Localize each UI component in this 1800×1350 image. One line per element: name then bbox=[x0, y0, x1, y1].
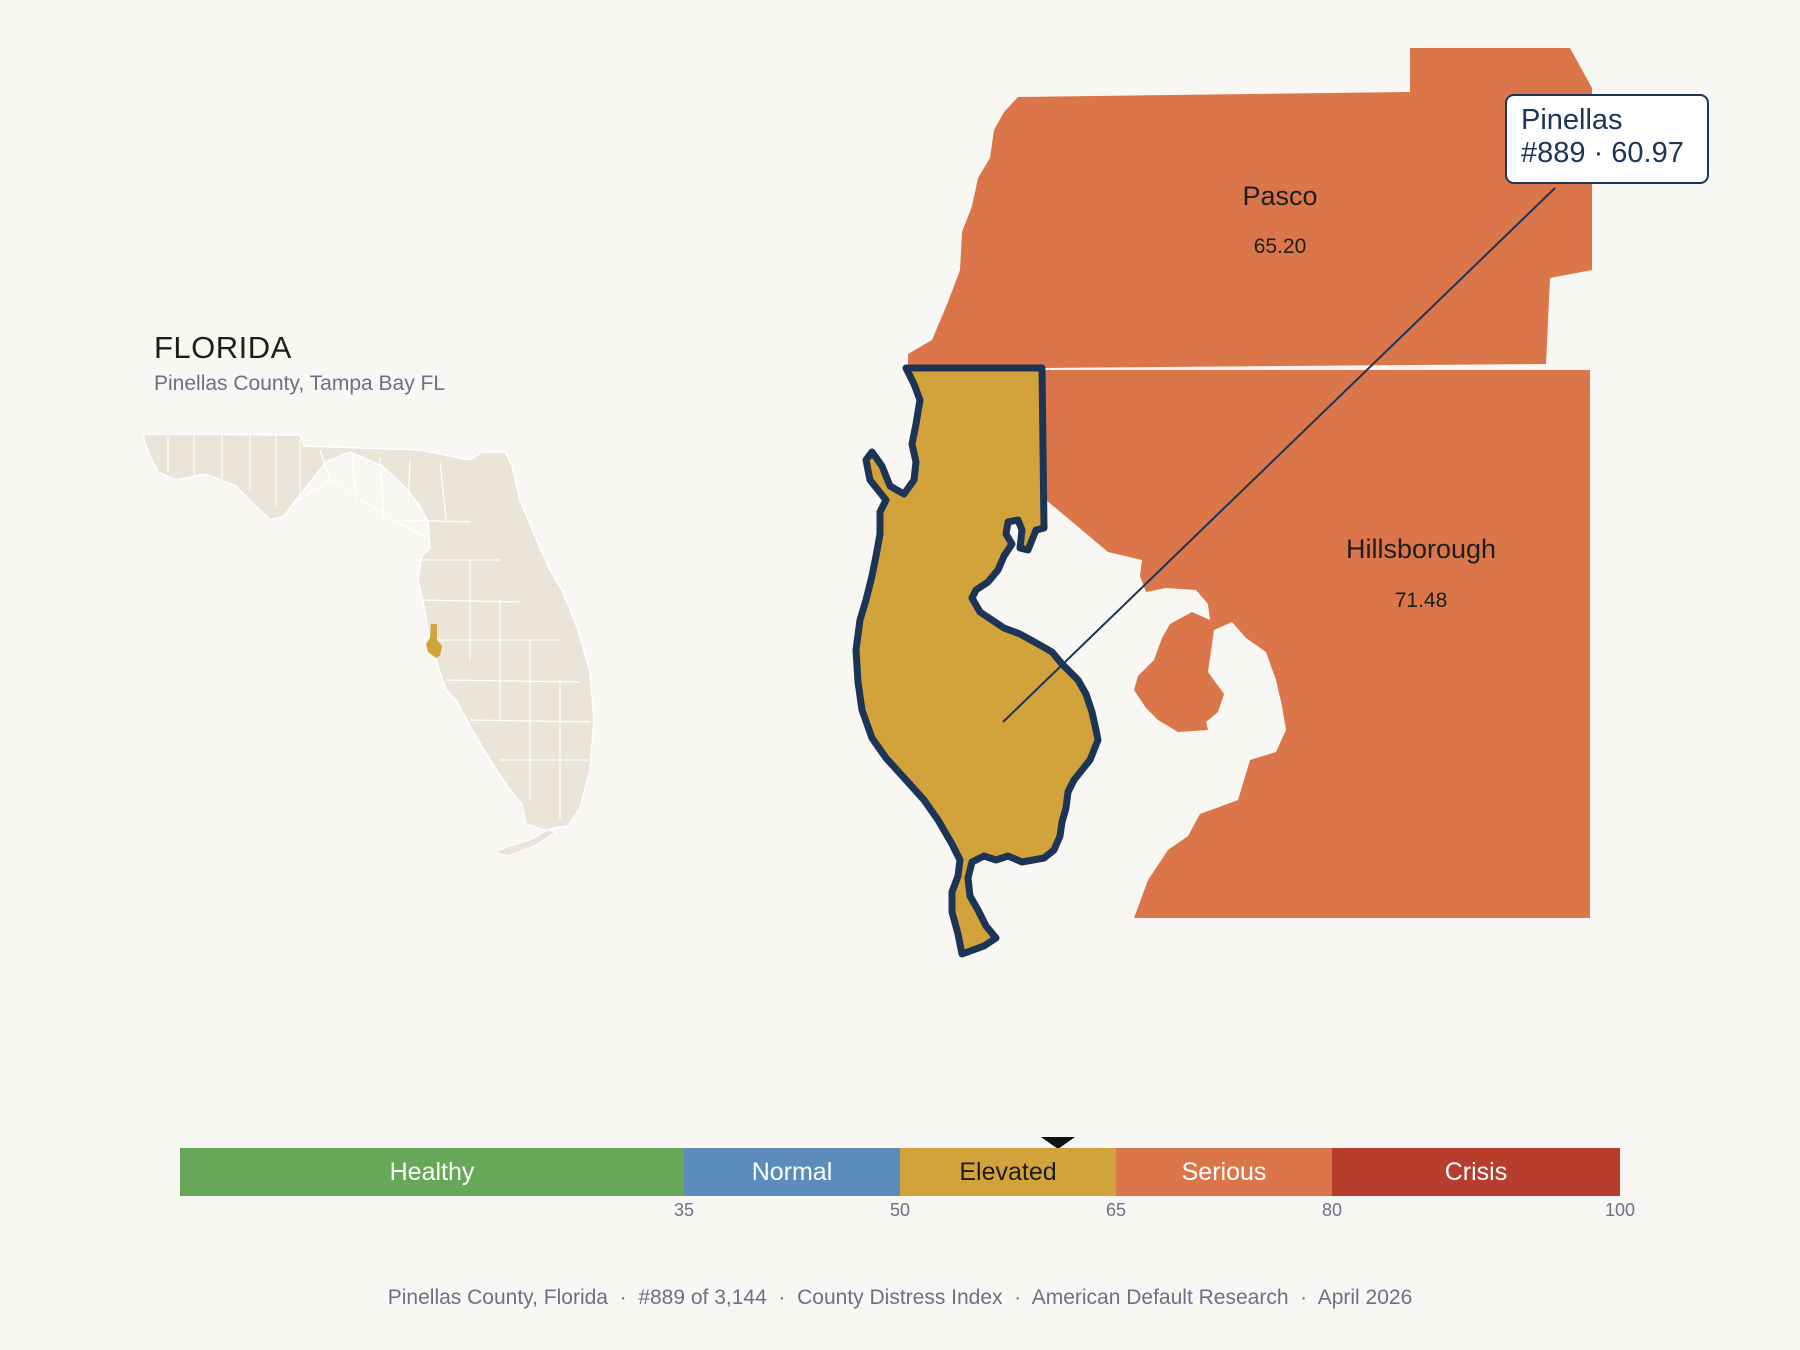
legend-band-normal: Normal bbox=[684, 1148, 900, 1196]
legend-tick: 80 bbox=[1321, 1200, 1343, 1220]
footer-part: American Default Research bbox=[1031, 1286, 1289, 1309]
legend-tick: 50 bbox=[889, 1200, 911, 1220]
footer-separator: · bbox=[607, 1286, 639, 1309]
county-score-hillsborough: 71.48 bbox=[1395, 589, 1448, 612]
footer-separator: · bbox=[1002, 1286, 1032, 1309]
callout-county-name: Pinellas bbox=[1521, 104, 1623, 136]
distress-legend-bar: Healthy Normal Elevated Serious Crisis bbox=[180, 1148, 1620, 1196]
footer-part: County Distress Index bbox=[797, 1286, 1003, 1309]
legend-band-elevated: Elevated bbox=[900, 1148, 1116, 1196]
legend-ticks: 35 50 65 80 100 bbox=[180, 1200, 1635, 1224]
footer-caption: Pinellas County, Florida · #889 of 3,144… bbox=[0, 1286, 1800, 1310]
county-pinellas[interactable] bbox=[852, 364, 1102, 958]
inset-pinellas-highlight bbox=[426, 624, 442, 658]
legend-tick: 65 bbox=[1105, 1200, 1127, 1220]
county-label-pasco: Pasco bbox=[1242, 181, 1317, 211]
county-score-pasco: 65.20 bbox=[1254, 235, 1307, 258]
legend-band-serious: Serious bbox=[1116, 1148, 1332, 1196]
inset-florida-shape bbox=[143, 433, 595, 831]
legend-band-healthy: Healthy bbox=[180, 1148, 684, 1196]
inset-keys bbox=[492, 829, 558, 857]
footer-part: #889 of 3,144 bbox=[638, 1286, 767, 1309]
county-label-hillsborough: Hillsborough bbox=[1346, 534, 1496, 564]
legend-band-crisis: Crisis bbox=[1332, 1148, 1620, 1196]
florida-inset-map bbox=[143, 433, 595, 857]
callout-rank-score: #889 · 60.97 bbox=[1521, 137, 1684, 169]
score-marker-icon bbox=[1040, 1137, 1075, 1149]
inset-county-lines bbox=[167, 436, 591, 820]
county-hillsborough[interactable] bbox=[1042, 370, 1590, 918]
footer-separator: · bbox=[1288, 1286, 1318, 1309]
footer-part: April 2026 bbox=[1317, 1286, 1413, 1309]
state-subtitle: Pinellas County, Tampa Bay FL bbox=[154, 372, 446, 395]
footer-part: Pinellas County, Florida bbox=[387, 1286, 608, 1309]
county-callout: Pinellas #889 · 60.97 bbox=[1505, 94, 1709, 184]
legend-tick: 100 bbox=[1604, 1200, 1636, 1220]
state-title: FLORIDA bbox=[154, 330, 292, 365]
callout-leader-line bbox=[1002, 187, 1556, 723]
legend-tick: 35 bbox=[673, 1200, 695, 1220]
footer-separator: · bbox=[766, 1286, 798, 1309]
county-pasco[interactable] bbox=[908, 48, 1592, 368]
